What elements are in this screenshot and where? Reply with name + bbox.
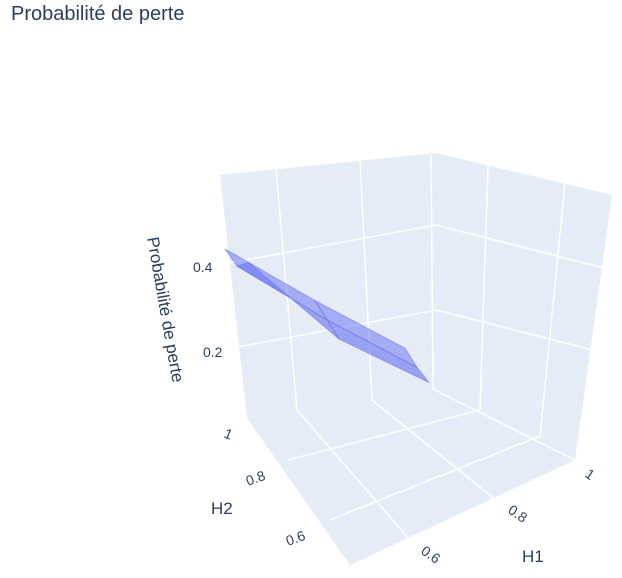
chart-title: Probabilité de perte [11, 3, 185, 25]
h1-tick-label: 0.8 [505, 501, 530, 525]
floor [247, 388, 575, 565]
probability-surface[interactable] [224, 248, 430, 383]
h2-tick-label: 1 [222, 425, 235, 443]
h2-tick-label: 0.8 [244, 467, 268, 489]
z-tick-label: 0.2 [203, 344, 223, 360]
wall-left [220, 153, 436, 418]
h2-tick-label: 0.6 [284, 527, 308, 549]
h1-tick-label: 1 [582, 465, 598, 483]
h1-axis-title: H1 [522, 547, 544, 566]
grid-floor [287, 388, 576, 541]
grid-right-wall [435, 164, 605, 437]
surface-patch[interactable] [325, 318, 430, 383]
h1-tick-label: 0.6 [418, 542, 443, 566]
h2-axis-title: H2 [211, 499, 233, 518]
wall-right [436, 153, 612, 460]
z-tick-label: 0.4 [193, 259, 213, 275]
z-axis-title: Probabilité de perte [143, 235, 187, 383]
